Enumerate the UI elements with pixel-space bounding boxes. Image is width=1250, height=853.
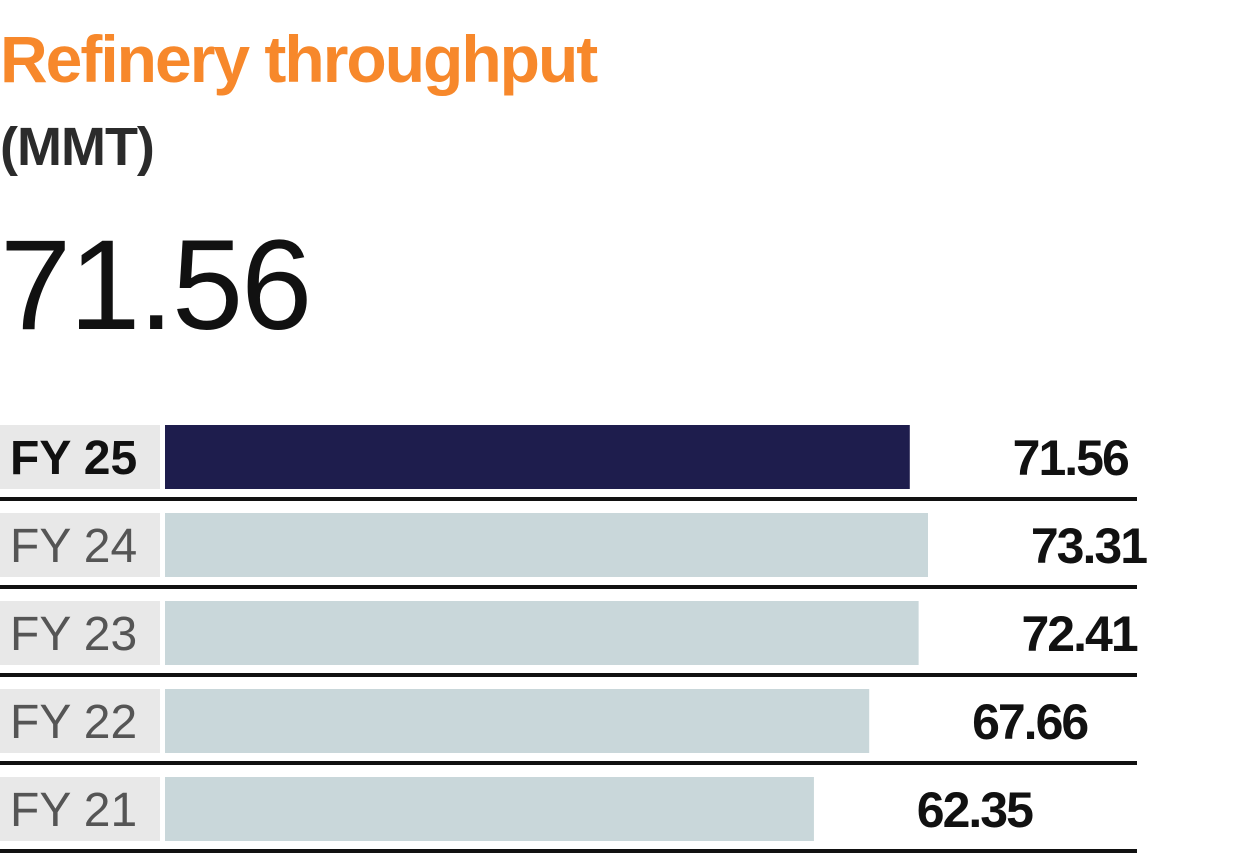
row-divider: [0, 761, 1137, 765]
category-label-bg: [0, 777, 160, 841]
bar-fy-22: [165, 689, 870, 753]
value-label: 73.31: [1031, 518, 1147, 574]
bar-chart: FY 25 71.56 FY 24 73.31 FY 23 72.41 FY 22 67.66…: [0, 425, 1149, 853]
category-label-bg: [0, 425, 160, 489]
category-label: FY 24: [10, 520, 137, 573]
value-label: 62.35: [917, 782, 1033, 838]
chart-title: Refinery throughput: [0, 22, 598, 96]
category-label-bg: [0, 513, 160, 577]
row-divider: [0, 497, 1137, 501]
category-label: FY 22: [10, 696, 137, 749]
category-label-bg: [0, 601, 160, 665]
category-label-bg: [0, 689, 160, 753]
value-label: 72.41: [1022, 606, 1138, 662]
headline-value: 71.56: [0, 214, 312, 357]
category-label: FY 21: [10, 784, 137, 837]
row-divider: [0, 673, 1137, 677]
value-label: 67.66: [972, 694, 1087, 750]
category-label: FY 25: [10, 432, 137, 485]
bar-fy-25: [165, 425, 910, 489]
chart-unit: (MMT): [0, 117, 155, 177]
value-label: 71.56: [1013, 430, 1128, 486]
bar-fy-21: [165, 777, 814, 841]
row-divider: [0, 585, 1137, 589]
bar-fy-23: [165, 601, 919, 665]
row-divider: [0, 849, 1137, 853]
bar-fy-24: [165, 513, 928, 577]
category-label: FY 23: [10, 608, 137, 661]
